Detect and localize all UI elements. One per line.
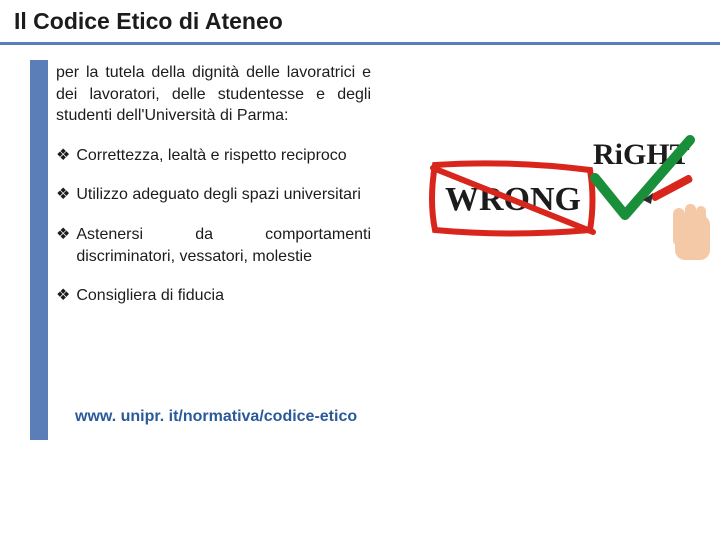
url-link[interactable]: www. unipr. it/normativa/codice-etico xyxy=(75,408,357,426)
title-underline xyxy=(0,42,720,45)
bullet-text: Consigliera di fiducia xyxy=(76,285,371,307)
intro-paragraph: per la tutela della dignità delle lavora… xyxy=(56,62,371,127)
bullet-icon: ❖ xyxy=(56,224,70,267)
bullet-item: ❖ Utilizzo adeguato degli spazi universi… xyxy=(56,184,371,206)
bullet-icon: ❖ xyxy=(56,285,70,307)
bullet-text: Correttezza, lealtà e rispetto reciproco xyxy=(76,145,371,167)
bullet-item: ❖ Consigliera di fiducia xyxy=(56,285,371,307)
left-accent-bar xyxy=(30,60,48,440)
bullet-icon: ❖ xyxy=(56,145,70,167)
main-content: per la tutela della dignità delle lavora… xyxy=(56,62,371,325)
page-title: Il Codice Etico di Ateneo xyxy=(14,8,283,35)
bullet-text: Astenersi da comportamenti discriminator… xyxy=(76,224,371,267)
wrong-right-illustration: WRONG RiGHT xyxy=(415,100,710,300)
bullet-icon: ❖ xyxy=(56,184,70,206)
bullet-item: ❖ Correttezza, lealtà e rispetto recipro… xyxy=(56,145,371,167)
bullet-item: ❖ Astenersi da comportamenti discriminat… xyxy=(56,224,371,267)
bullet-text: Utilizzo adeguato degli spazi universita… xyxy=(76,184,371,206)
